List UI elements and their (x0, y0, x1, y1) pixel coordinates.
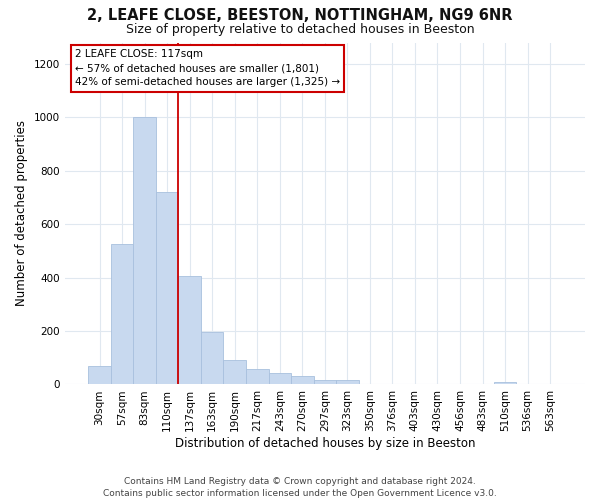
Text: Contains HM Land Registry data © Crown copyright and database right 2024.
Contai: Contains HM Land Registry data © Crown c… (103, 476, 497, 498)
Bar (494, 382, 516, 384)
Bar (314, 380, 336, 384)
Text: 2 LEAFE CLOSE: 117sqm
← 57% of detached houses are smaller (1,801)
42% of semi-d: 2 LEAFE CLOSE: 117sqm ← 57% of detached … (75, 50, 340, 88)
Bar (223, 360, 246, 384)
Bar (178, 276, 201, 384)
Y-axis label: Number of detached properties: Number of detached properties (15, 120, 28, 306)
Bar (246, 369, 269, 384)
Bar (133, 118, 156, 384)
Text: 2, LEAFE CLOSE, BEESTON, NOTTINGHAM, NG9 6NR: 2, LEAFE CLOSE, BEESTON, NOTTINGHAM, NG9… (87, 8, 513, 22)
Bar (336, 380, 359, 384)
Bar (201, 332, 223, 384)
Bar (269, 373, 291, 384)
Bar (88, 366, 111, 384)
Bar (111, 244, 133, 384)
Bar (291, 376, 314, 384)
Bar (156, 192, 178, 384)
X-axis label: Distribution of detached houses by size in Beeston: Distribution of detached houses by size … (175, 437, 475, 450)
Text: Size of property relative to detached houses in Beeston: Size of property relative to detached ho… (125, 22, 475, 36)
